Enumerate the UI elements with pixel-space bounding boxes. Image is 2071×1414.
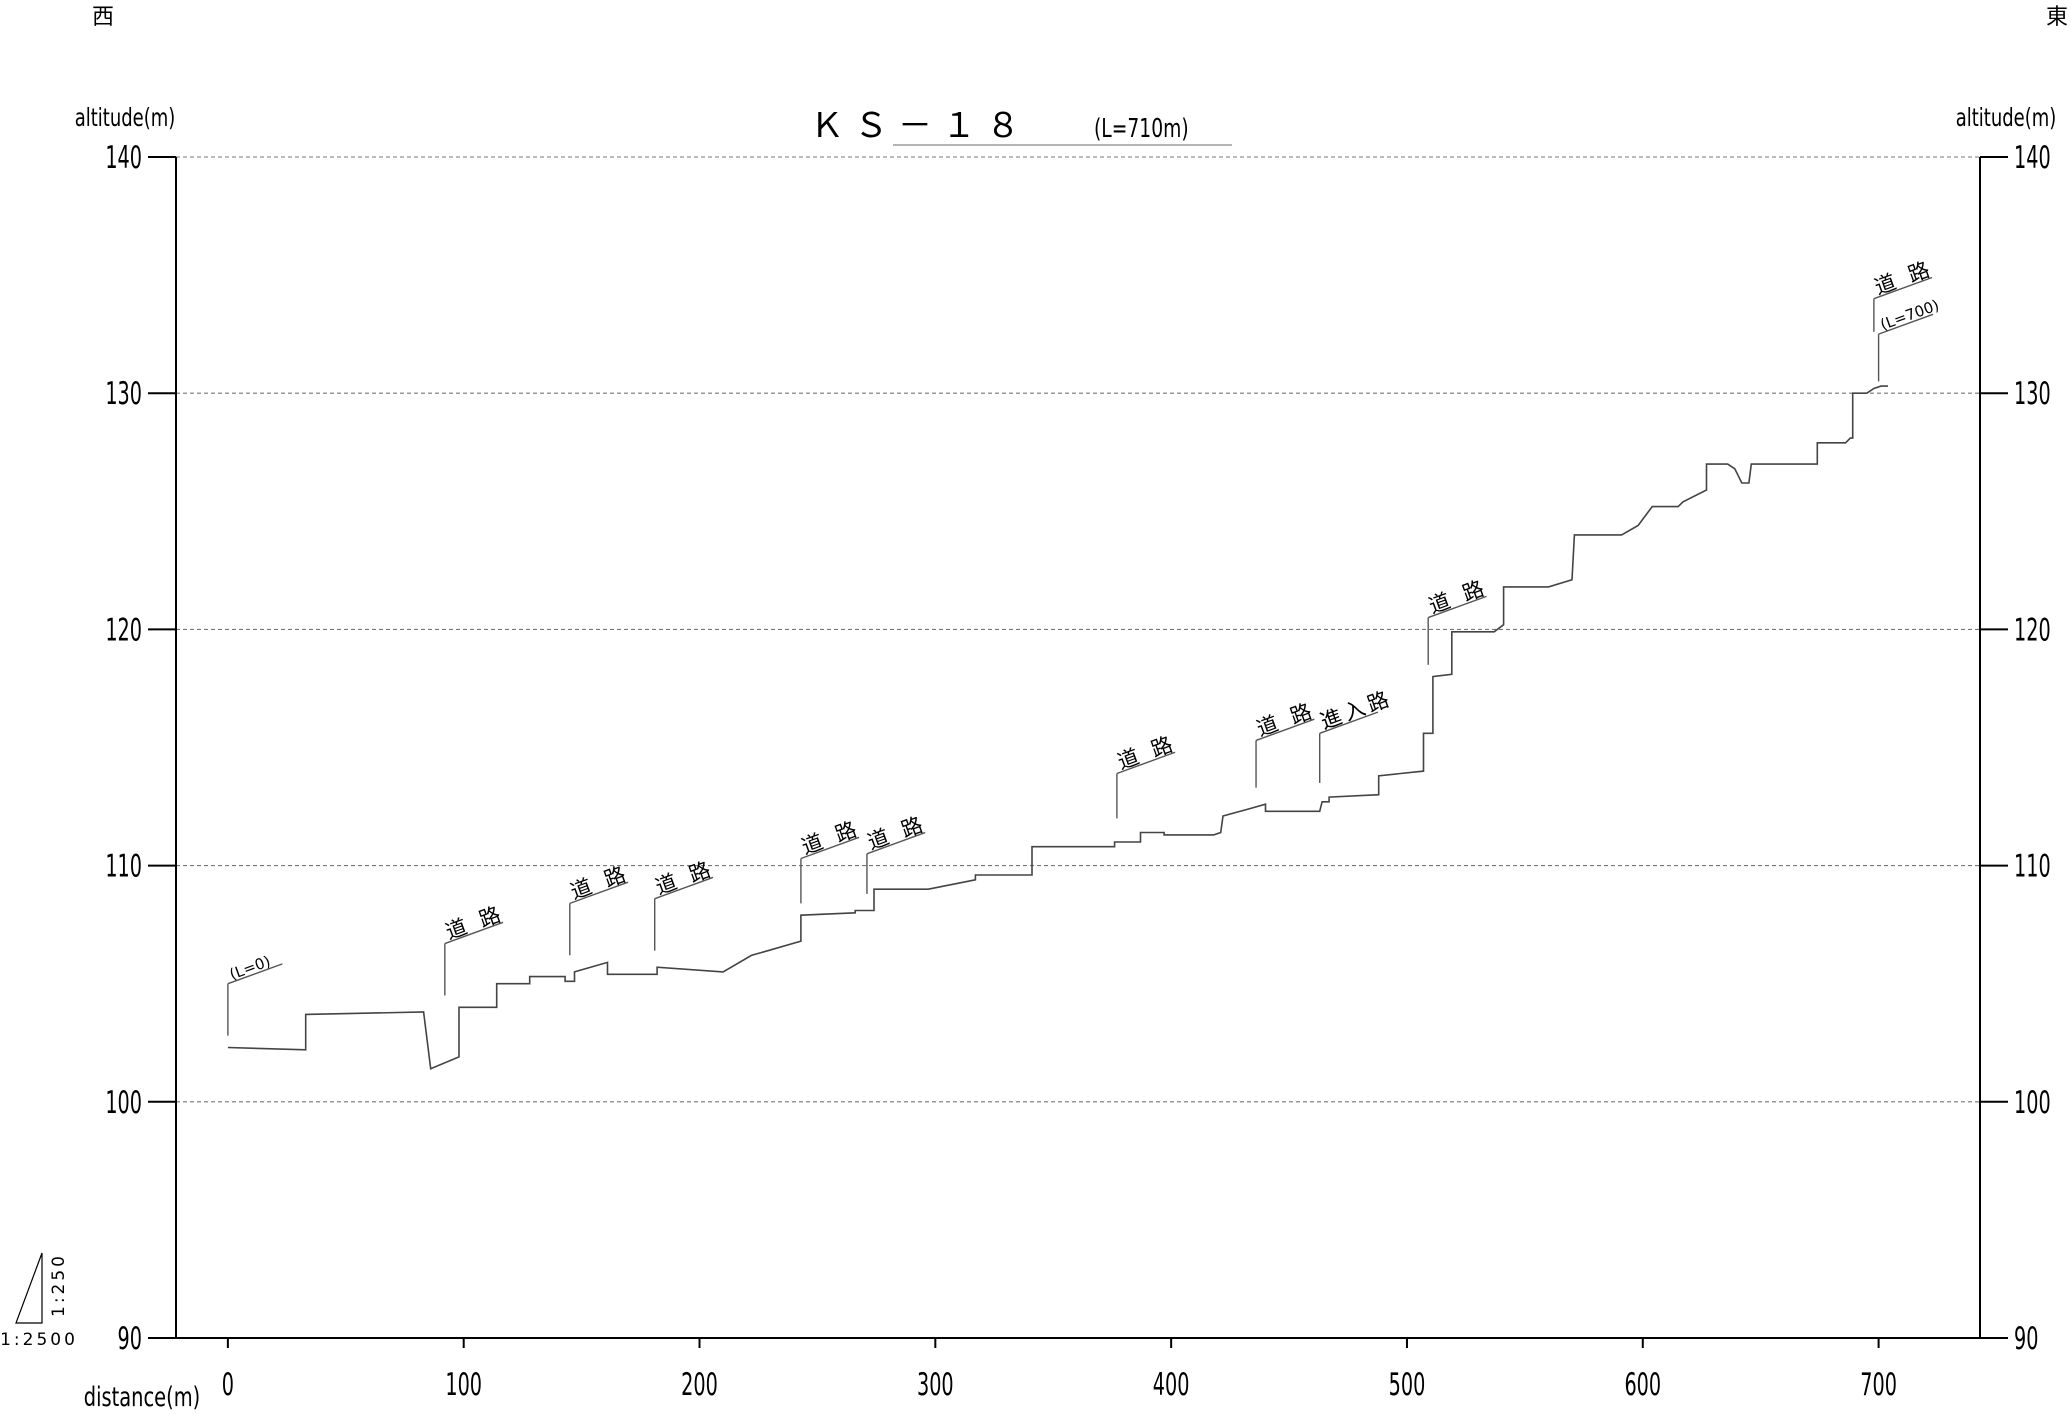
annotation-label: 道 路 <box>567 861 632 904</box>
y-tick-labels-right: 90 100 110 120 130 140 <box>2014 140 2051 1357</box>
annotation-label: 道 路 <box>652 856 717 899</box>
annotation: 道 路 <box>1254 698 1319 788</box>
y-tick-label-right: 100 <box>2014 1085 2051 1121</box>
road-annotations: (L=0)道 路道 路道 路道 路道 路道 路道 路進入路道 路道 路(L=70… <box>227 256 1942 1036</box>
chart-title: ＫＳ－１８ (L=710m) <box>810 106 1232 146</box>
y-tick-label-left: 90 <box>118 1321 142 1357</box>
leader-underline <box>1873 276 1933 300</box>
x-tick-label: 400 <box>1153 1367 1190 1403</box>
leader-underline <box>227 963 283 985</box>
scale-horizontal-label: 1:2500 <box>0 1330 78 1350</box>
leader-underline <box>1878 313 1934 335</box>
y-tick-label-left: 130 <box>105 377 142 413</box>
west-label: 西 <box>92 5 114 30</box>
scale-indicator: 1:250 1:2500 <box>0 1252 78 1350</box>
annotation-label: 道 路 <box>1114 731 1179 774</box>
x-tick-labels: 0 100 200 300 400 500 600 700 <box>222 1367 1897 1403</box>
annotation-label: 道 路 <box>864 811 929 854</box>
leader-underline <box>654 876 714 900</box>
scale-triangle <box>15 1252 43 1324</box>
east-label: 東 <box>2046 5 2068 30</box>
x-tick-label: 500 <box>1389 1367 1426 1403</box>
y-tick-labels-left: 90 100 110 120 130 140 <box>105 140 142 1357</box>
annotation-label: 進入路 <box>1317 686 1396 734</box>
annotation: (L=700) <box>1878 296 1942 382</box>
y-tick-label-left: 120 <box>105 613 142 649</box>
annotation: 道 路 <box>1426 575 1491 665</box>
leader-underline <box>444 921 504 945</box>
annotation: 道 路 <box>864 811 930 894</box>
axes <box>148 156 2008 1348</box>
x-tick-label: 600 <box>1624 1367 1661 1403</box>
leader-underline <box>1319 711 1379 734</box>
annotation: 道 路 <box>1114 731 1180 819</box>
y-tick-label-right: 120 <box>2014 613 2051 649</box>
x-axis-title: distance(m) <box>84 1381 200 1413</box>
annotation-label: 道 路 <box>442 901 507 944</box>
x-tick-label: 700 <box>1860 1367 1897 1403</box>
annotation-label: 道 路 <box>1871 256 1936 299</box>
annotation: 道 路 <box>567 861 633 956</box>
y-tick-label-right: 110 <box>2014 849 2051 885</box>
leader-underline <box>1116 751 1176 775</box>
grid-lines <box>176 156 1980 1103</box>
y-tick-label-right: 90 <box>2014 1321 2038 1357</box>
x-tick-label: 100 <box>445 1367 482 1403</box>
chart-title-suffix: (L=710m) <box>1094 114 1189 144</box>
annotation-label: 道 路 <box>1426 575 1491 618</box>
y-axis-title-left: altitude(m) <box>75 104 176 133</box>
leader-underline <box>569 881 629 905</box>
x-tick-label: 200 <box>681 1367 718 1403</box>
y-tick-label-left: 100 <box>105 1085 142 1121</box>
scale-vertical-label: 1:250 <box>49 1253 69 1317</box>
leader-underline <box>1427 595 1487 619</box>
x-tick-label: 0 <box>222 1367 234 1403</box>
profile-line <box>227 385 1888 1070</box>
leader-underline <box>866 831 926 855</box>
annotation: 進入路 <box>1317 686 1396 783</box>
y-tick-label-right: 140 <box>2014 140 2051 176</box>
annotation-label: 道 路 <box>1254 698 1319 741</box>
leader-underline <box>800 836 860 860</box>
leader-underline <box>1255 718 1315 742</box>
y-tick-label-left: 110 <box>105 849 142 885</box>
y-axis-title-right: altitude(m) <box>1956 104 2057 133</box>
annotation: 道 路 <box>442 901 508 996</box>
y-tick-label-right: 130 <box>2014 377 2051 413</box>
annotation-label: 道 路 <box>798 816 863 859</box>
annotation: (L=0) <box>227 952 283 1036</box>
annotation: 道 路 <box>652 856 717 951</box>
y-tick-label-left: 140 <box>105 140 142 176</box>
chart-title-main: ＫＳ－１８ <box>810 106 1030 146</box>
x-tick-label: 300 <box>917 1367 954 1403</box>
terrain-profile <box>227 385 1888 1070</box>
annotation-label: (L=0) <box>227 952 273 983</box>
annotation-label: (L=700) <box>1878 296 1942 334</box>
annotation: 道 路 <box>798 816 864 904</box>
